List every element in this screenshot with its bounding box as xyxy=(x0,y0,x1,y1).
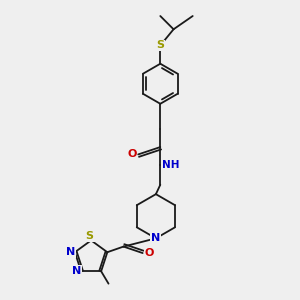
Text: O: O xyxy=(144,248,154,258)
Text: S: S xyxy=(156,40,164,50)
Text: N: N xyxy=(72,266,81,276)
Text: NH: NH xyxy=(162,160,179,170)
Text: N: N xyxy=(66,247,75,257)
Text: S: S xyxy=(85,231,94,241)
Text: O: O xyxy=(127,149,136,159)
Text: N: N xyxy=(151,233,160,243)
